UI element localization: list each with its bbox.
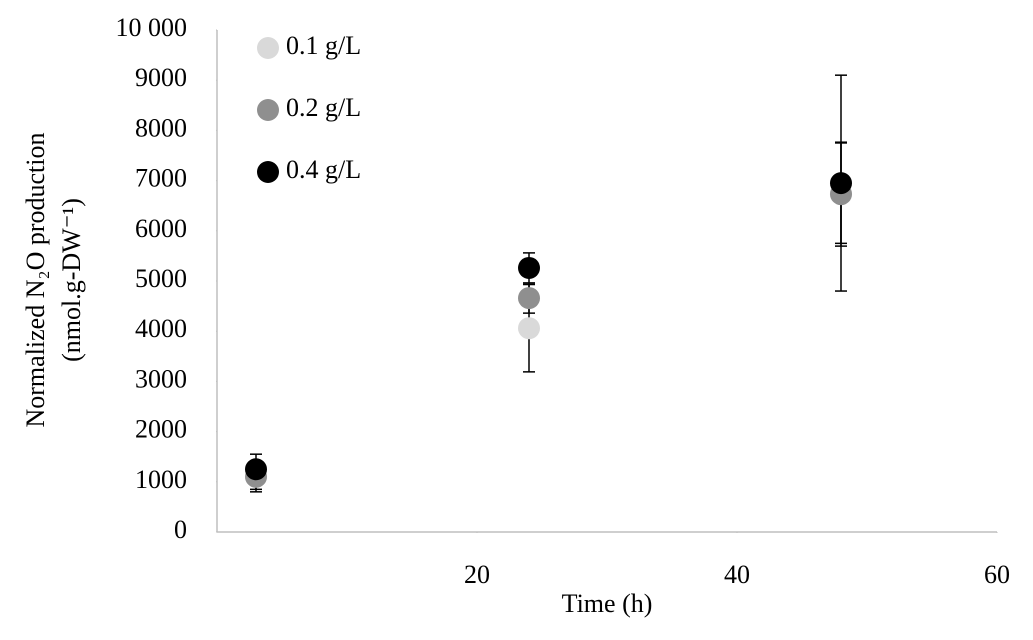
y-tick-label: 0	[174, 515, 187, 544]
point	[518, 317, 540, 340]
y-tick-label: 10 000	[116, 13, 188, 42]
y-axis-title: Normalized N₂O production	[21, 133, 50, 428]
point	[518, 256, 540, 279]
point	[830, 172, 852, 195]
point	[245, 458, 267, 481]
legend-label: 0.1 g/L	[286, 31, 361, 60]
y-tick-label: 1000	[135, 465, 187, 494]
x-tick-label: 40	[724, 560, 750, 589]
legend-label: 0.4 g/L	[286, 155, 361, 184]
legend-label: 0.2 g/L	[286, 93, 361, 122]
y-tick-label: 8000	[135, 113, 187, 142]
y-tick-label: 2000	[135, 415, 187, 444]
y-axis-title: (nmol.g-DW⁻¹)	[57, 198, 86, 362]
legend-marker	[257, 37, 279, 59]
y-tick-label: 7000	[135, 164, 187, 193]
x-axis-title: Time (h)	[562, 589, 653, 618]
x-tick-label: 20	[464, 560, 490, 589]
y-tick-label: 5000	[135, 264, 187, 293]
legend-marker	[257, 99, 279, 121]
point	[518, 287, 540, 310]
legend-marker	[257, 161, 279, 183]
y-tick-label: 6000	[135, 214, 187, 243]
y-tick-label: 3000	[135, 364, 187, 393]
y-tick-label: 9000	[135, 63, 187, 92]
y-tick-label: 4000	[135, 314, 187, 343]
x-tick-label: 60	[984, 560, 1010, 589]
